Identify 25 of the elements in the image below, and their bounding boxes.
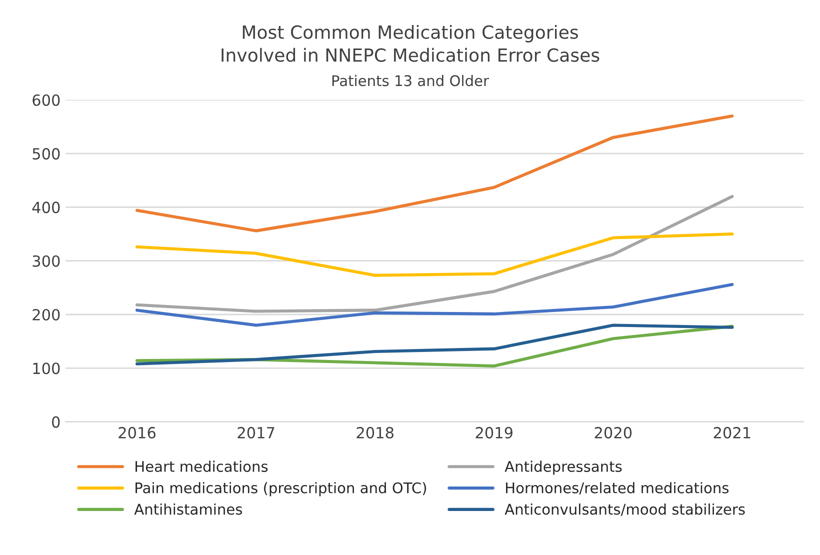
y-tick-label: 100 [33, 362, 60, 374]
legend-label: Pain medications (prescription and OTC) [136, 482, 426, 496]
line-series [135, 282, 734, 327]
line-series [135, 114, 734, 232]
y-tick-label: 300 [32, 255, 60, 267]
legend-label: Hormones/related medications [506, 482, 729, 495]
legend-label: Anticonvulsants/mood stabilizers [504, 503, 745, 516]
y-tick-label: 500 [32, 148, 60, 160]
y-tick-label: 0 [52, 416, 60, 428]
x-tick-label: 2017 [238, 426, 274, 438]
x-tick-label: 2021 [714, 426, 750, 438]
y-tick-label: 400 [32, 202, 60, 214]
legend-label: Antihistamines [134, 503, 242, 515]
y-tick-label: 200 [32, 308, 60, 321]
x-tick-label: 2020 [594, 426, 632, 438]
chart-title: Most Common Medication Categories Involved in NNEPC Medication Error Cases [222, 24, 600, 62]
line-series [135, 194, 734, 313]
line-series [135, 232, 734, 277]
chart-subtitle: Patients 13 and Older [332, 74, 490, 86]
x-tick-label: 2019 [476, 426, 512, 438]
legend-label: Heart medications [136, 460, 268, 472]
y-tick-label: 600 [32, 94, 60, 106]
legend-label: Antidepressants [504, 460, 622, 475]
x-tick-label: 2018 [356, 426, 394, 438]
x-tick-label: 2016 [118, 426, 156, 438]
